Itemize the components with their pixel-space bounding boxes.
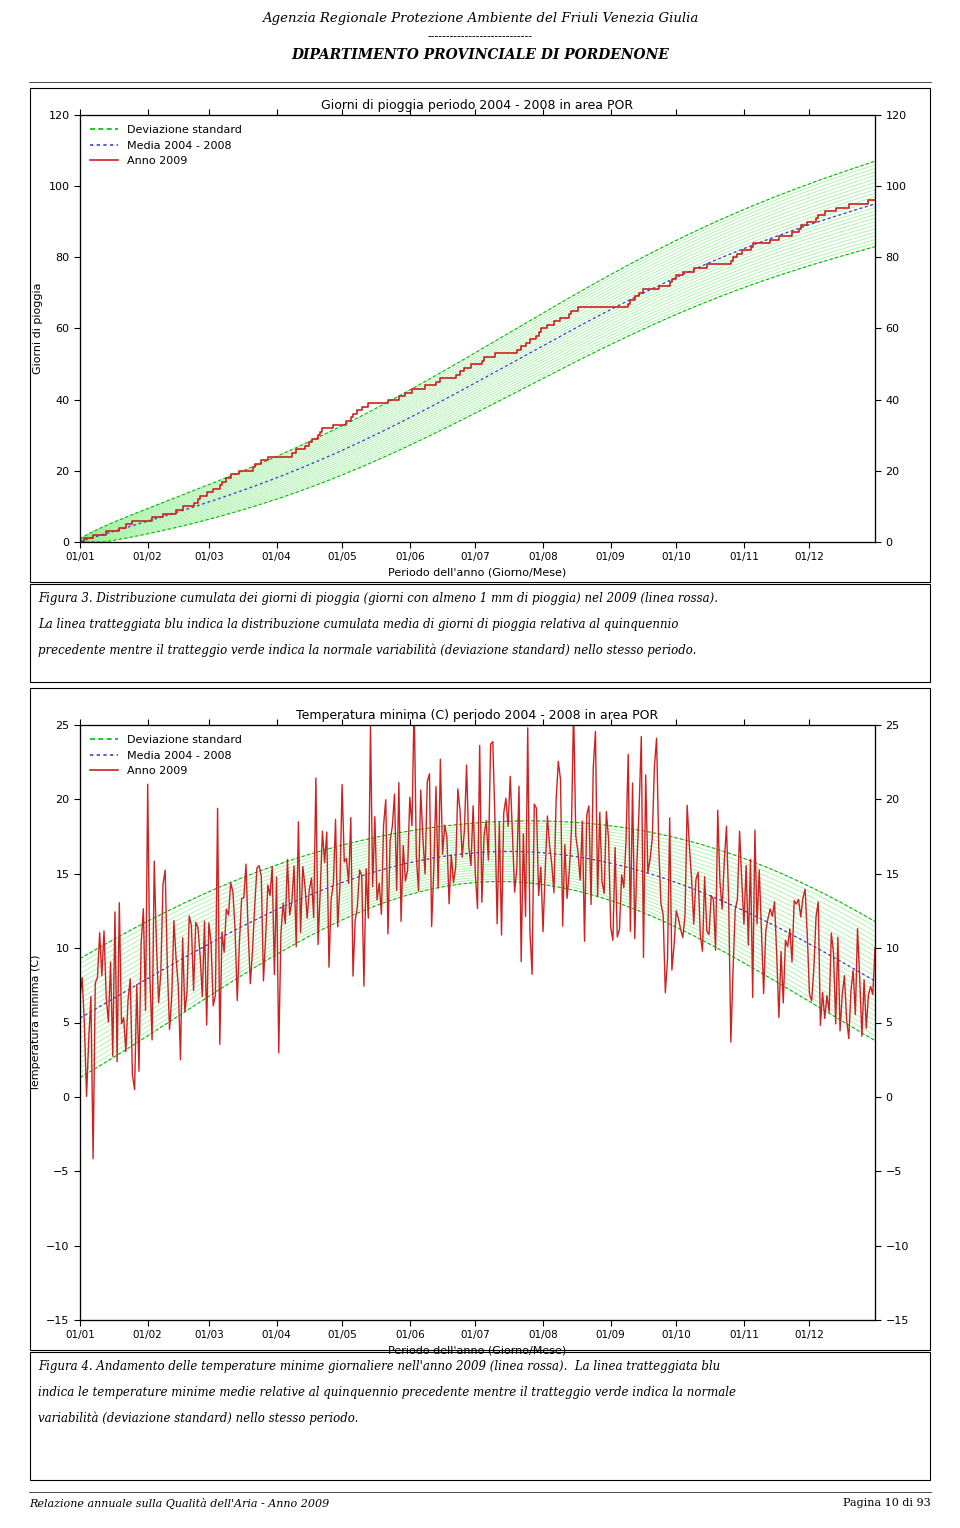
Text: Figura 3. Distribuzione cumulata dei giorni di pioggia (giorni con almeno 1 mm d: Figura 3. Distribuzione cumulata dei gio… xyxy=(38,591,718,605)
Y-axis label: Giorni di pioggia: Giorni di pioggia xyxy=(33,283,43,374)
Text: La linea tratteggiata blu indica la distribuzione cumulata media di giorni di pi: La linea tratteggiata blu indica la dist… xyxy=(38,617,679,631)
Text: Figura 4. Andamento delle temperature minime giornaliere nell'anno 2009 (linea r: Figura 4. Andamento delle temperature mi… xyxy=(38,1360,720,1374)
X-axis label: Periodo dell'anno (Giorno/Mese): Periodo dell'anno (Giorno/Mese) xyxy=(389,1346,566,1355)
Title: Temperatura minima (C) periodo 2004 - 2008 in area POR: Temperatura minima (C) periodo 2004 - 20… xyxy=(297,709,659,723)
Text: Relazione annuale sulla Qualità dell'Aria - Anno 2009: Relazione annuale sulla Qualità dell'Ari… xyxy=(29,1497,329,1510)
Text: indica le temperature minime medie relative al quinquennio precedente mentre il : indica le temperature minime medie relat… xyxy=(38,1386,736,1400)
Text: DIPARTIMENTO PROVINCIALE DI PORDENONE: DIPARTIMENTO PROVINCIALE DI PORDENONE xyxy=(291,47,669,63)
Legend: Deviazione standard, Media 2004 - 2008, Anno 2009: Deviazione standard, Media 2004 - 2008, … xyxy=(85,730,246,781)
Y-axis label: Temperatura minima (C): Temperatura minima (C) xyxy=(31,955,40,1091)
Legend: Deviazione standard, Media 2004 - 2008, Anno 2009: Deviazione standard, Media 2004 - 2008, … xyxy=(85,121,246,171)
Text: Pagina 10 di 93: Pagina 10 di 93 xyxy=(844,1497,931,1508)
Text: precedente mentre il tratteggio verde indica la normale variabilità (deviazione : precedente mentre il tratteggio verde in… xyxy=(38,643,696,657)
Text: ----------------------------: ---------------------------- xyxy=(427,32,533,41)
Text: Agenzia Regionale Protezione Ambiente del Friuli Venezia Giulia: Agenzia Regionale Protezione Ambiente de… xyxy=(262,12,698,24)
X-axis label: Periodo dell'anno (Giorno/Mese): Periodo dell'anno (Giorno/Mese) xyxy=(389,568,566,578)
Title: Giorni di pioggia periodo 2004 - 2008 in area POR: Giorni di pioggia periodo 2004 - 2008 in… xyxy=(322,99,634,113)
Text: variabilità (deviazione standard) nello stesso periodo.: variabilità (deviazione standard) nello … xyxy=(38,1412,358,1426)
